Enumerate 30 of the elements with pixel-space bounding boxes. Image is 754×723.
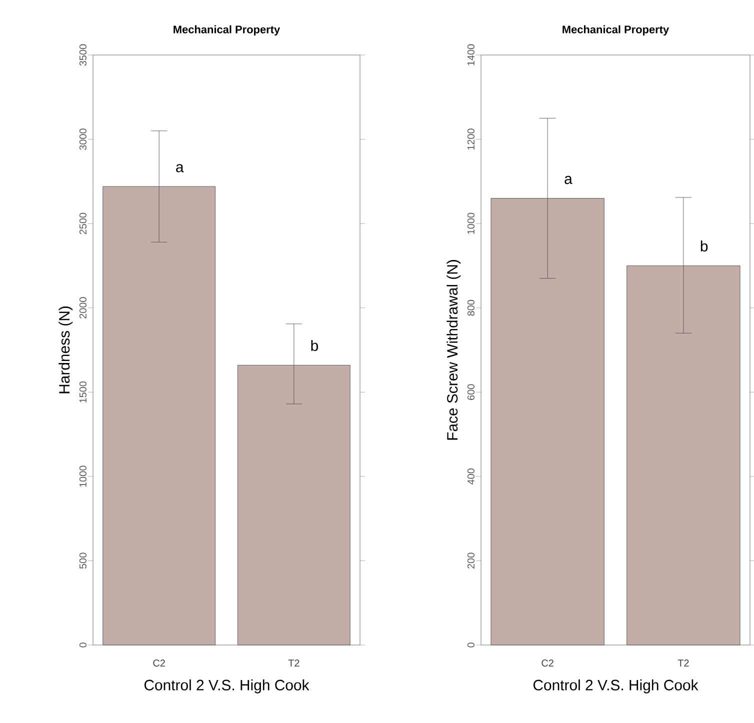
y-tick-label: 500 xyxy=(79,552,86,569)
y-tick-label: 1000 xyxy=(467,212,474,234)
x-axis-title: Control 2 V.S. High Cook xyxy=(144,679,310,694)
y-axis-title: Hardness (N) xyxy=(58,306,73,394)
annotation: a xyxy=(564,176,572,184)
x-axis-title: Control 2 V.S. High Cook xyxy=(533,679,698,694)
y-tick-label: 400 xyxy=(467,468,474,485)
y-tick-label: 2000 xyxy=(79,297,86,318)
y-tick-label: 1000 xyxy=(79,466,86,487)
y-tick-label: 0 xyxy=(79,642,86,648)
y-tick-label: 800 xyxy=(467,300,474,316)
x-tick-label: C2 xyxy=(542,660,554,667)
y-tick-label: 3500 xyxy=(79,44,86,66)
y-tick-label: 200 xyxy=(467,552,474,569)
annotation: b xyxy=(311,340,318,351)
y-tick-label: 1500 xyxy=(79,381,86,402)
y-tick-label: 0 xyxy=(467,642,474,648)
chart-title: Mechanical Property xyxy=(174,25,280,36)
y-tick-label: 3000 xyxy=(79,128,86,150)
x-tick-label: T2 xyxy=(288,660,300,666)
chart-title: Mechanical Property xyxy=(562,25,670,36)
x-tick-label: C2 xyxy=(153,660,165,667)
y-tick-label: 1200 xyxy=(467,128,474,150)
annotation: a xyxy=(176,164,184,172)
y-axis-title: Face Screw Withdrawal (N) xyxy=(446,260,461,440)
x-tick-label: T2 xyxy=(678,660,689,666)
y-tick-label: 1400 xyxy=(467,44,474,66)
annotation: b xyxy=(700,240,708,252)
y-tick-label: 2500 xyxy=(79,212,86,234)
y-tick-label: 600 xyxy=(467,384,474,400)
